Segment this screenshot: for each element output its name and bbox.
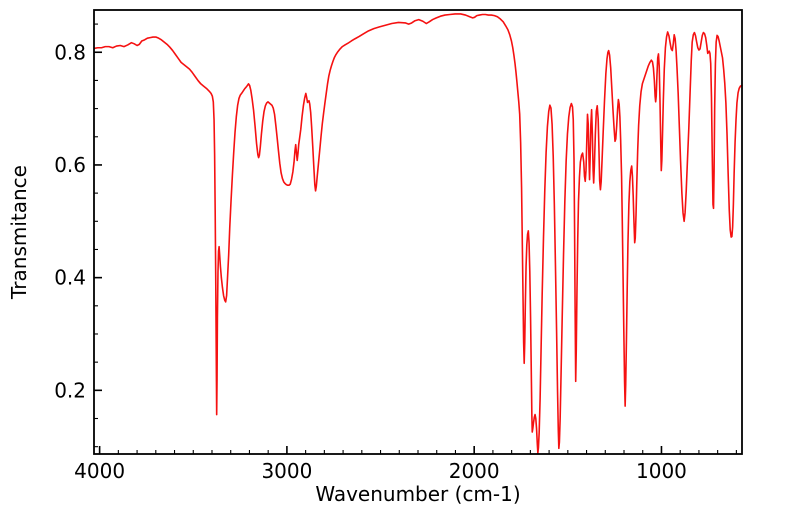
spectrum-curve-group — [93, 13, 743, 454]
spectrum-line — [93, 13, 743, 454]
y-axis-label: Transmitance — [7, 165, 31, 300]
x-tick-label: 4000 — [74, 459, 125, 483]
plot-border — [93, 9, 743, 455]
y-tick-label: 0.6 — [54, 153, 86, 177]
x-tick-label: 2000 — [449, 459, 500, 483]
y-tick-label: 0.2 — [54, 378, 86, 402]
x-tick-label: 3000 — [261, 459, 312, 483]
tick-labels: 4000 3000 2000 1000 0.2 0.4 0.6 0.8 — [54, 40, 687, 483]
y-tick-label: 0.8 — [54, 40, 86, 64]
x-axis-label: Wavenumber (cm-1) — [315, 482, 520, 506]
axis-ticks — [94, 23, 737, 454]
x-tick-label: 1000 — [636, 459, 687, 483]
y-tick-label: 0.4 — [54, 266, 86, 290]
